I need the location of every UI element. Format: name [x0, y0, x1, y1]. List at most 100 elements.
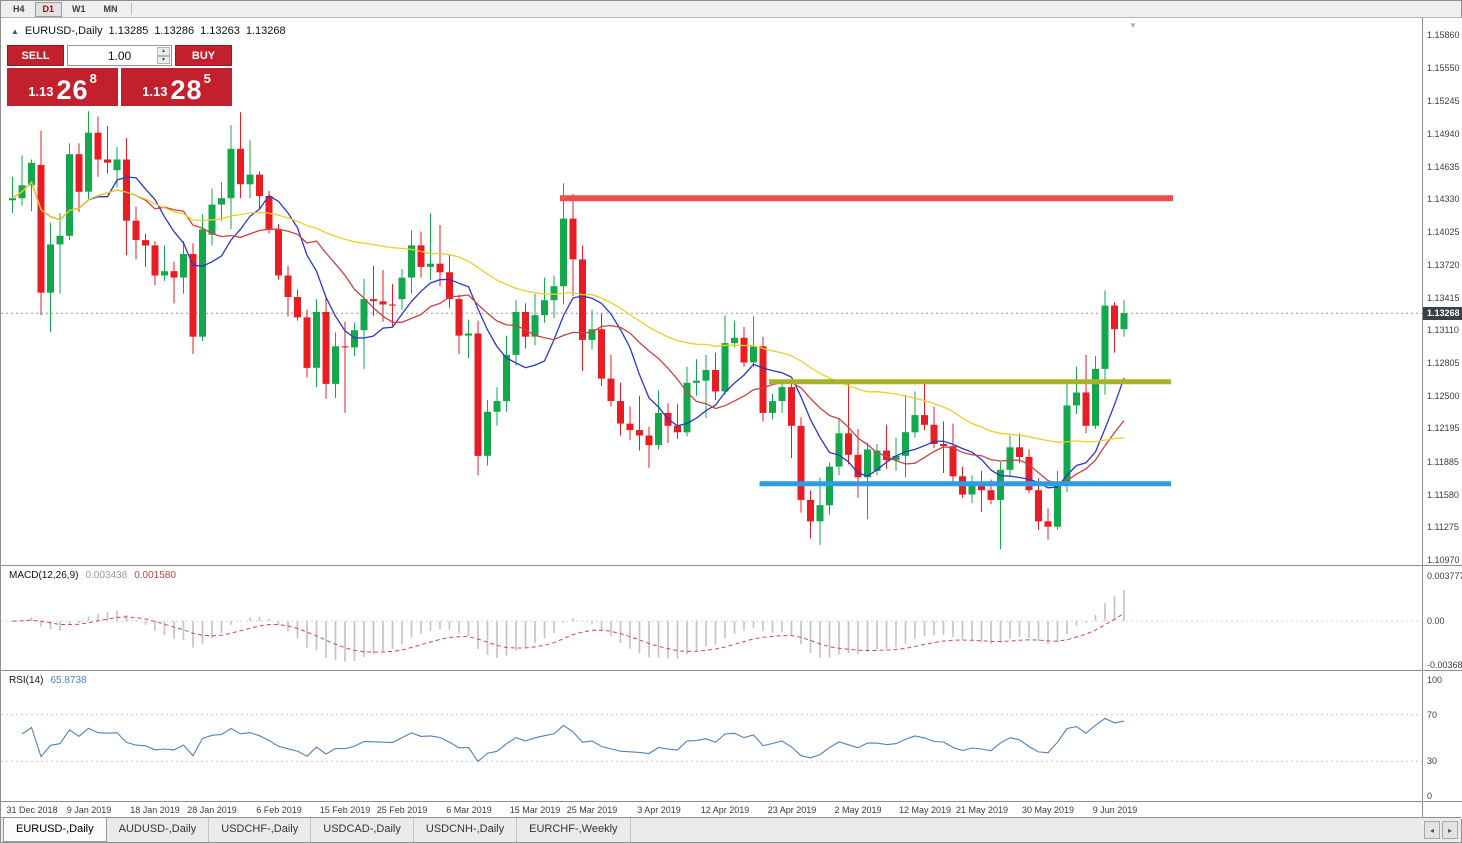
- volume-input[interactable]: 1.00 ▴ ▾: [67, 45, 172, 66]
- sell-price-pips: 26: [56, 75, 89, 105]
- chart-tab-usdcnh-daily[interactable]: USDCNH-,Daily: [414, 818, 518, 842]
- time-axis-label: 31 Dec 2018: [6, 805, 58, 815]
- timeframe-button-h4[interactable]: H4: [5, 2, 33, 17]
- ohlc-close: 1.13268: [245, 25, 286, 37]
- rsi-scale-label: 70: [1427, 710, 1438, 720]
- rsi-indicator-canvas[interactable]: [1, 671, 1422, 801]
- price-scale-label: 1.10970: [1427, 555, 1460, 565]
- toolbar-separator: [130, 3, 132, 15]
- price-scale-label: 1.15245: [1427, 96, 1460, 106]
- price-scale[interactable]: 1.15860 1.15550 1.15245 1.14940 1.14635 1.143…: [1422, 18, 1462, 819]
- time-axis-label: 18 Jan 2019: [130, 805, 180, 815]
- scroll-right-icon: ▸: [1447, 825, 1452, 835]
- macd-main-value: 0.003438: [85, 570, 128, 581]
- time-axis-label: 15 Feb 2019: [319, 805, 371, 815]
- time-axis-label: 28 Jan 2019: [187, 805, 237, 815]
- buy-price-pips: 28: [170, 75, 203, 105]
- rsi-scale-label: 30: [1427, 756, 1438, 766]
- price-scale-label: 1.15860: [1427, 30, 1460, 40]
- panel-splitter[interactable]: [1, 801, 1462, 802]
- chart-tab-usdcad-daily[interactable]: USDCAD-,Daily: [311, 818, 414, 842]
- price-scale-label: 1.12805: [1427, 358, 1460, 368]
- chart-title: EURUSD-,Daily: [24, 25, 103, 37]
- price-scale-label: 1.11885: [1427, 457, 1459, 467]
- rsi-line: [21, 717, 1125, 763]
- buy-price-big-figure: 1.13: [142, 84, 168, 99]
- macd-signal-line: [12, 612, 1125, 653]
- price-scale-label: 1.13110: [1427, 325, 1459, 335]
- chart-tab-audusd-daily[interactable]: AUDUSD-,Daily: [107, 818, 210, 842]
- panel-splitter[interactable]: [1, 565, 1462, 566]
- panel-splitter[interactable]: [1, 670, 1462, 671]
- price-chart-canvas[interactable]: [1, 18, 1422, 565]
- time-axis-label: 9 Jan 2019: [66, 805, 112, 815]
- price-scale-label: 1.13720: [1427, 260, 1460, 270]
- time-axis-label: 12 Apr 2019: [700, 805, 750, 815]
- chart-tab-bar: EURUSD-,Daily AUDUSD-,Daily USDCHF-,Daily U…: [1, 817, 1461, 842]
- sell-price-point: 8: [89, 71, 97, 86]
- price-scale-label: 1.14635: [1427, 162, 1460, 172]
- timeframe-button-mn[interactable]: MN: [96, 2, 126, 17]
- chart-tab-usdchf-daily[interactable]: USDCHF-,Daily: [209, 818, 312, 842]
- ohlc-open: 1.13285: [108, 25, 149, 37]
- time-axis-label: 25 Feb 2019: [376, 805, 428, 815]
- volume-down-button[interactable]: ▾: [157, 55, 170, 64]
- one-click-trading-panel: SELL 1.00 ▴ ▾ BUY 1.13 26 8 1.13: [7, 45, 232, 106]
- rsi-scale-label: 0: [1427, 791, 1433, 801]
- volume-value: 1.00: [107, 48, 132, 63]
- price-scale-label: 1.15550: [1427, 63, 1460, 73]
- chart-expand-icon[interactable]: ▲: [11, 26, 19, 36]
- time-axis-label: 6 Feb 2019: [256, 805, 302, 815]
- macd-scale-label: -0.003682: [1427, 660, 1462, 670]
- sell-price-display[interactable]: 1.13 26 8: [7, 68, 118, 106]
- chart-tabs: EURUSD-,Daily AUDUSD-,Daily USDCHF-,Daily U…: [3, 818, 631, 842]
- buy-price-point: 5: [203, 71, 211, 86]
- time-axis-label: 12 May 2019: [898, 805, 952, 815]
- moving-average-line: [12, 180, 1125, 485]
- macd-scale-label: 0.00: [1427, 616, 1445, 626]
- time-axis-label: 2 May 2019: [834, 805, 882, 815]
- buy-price-display[interactable]: 1.13 28 5: [121, 68, 232, 106]
- rsi-label: RSI(14) 65.8738: [9, 675, 87, 686]
- timeframe-button-d1[interactable]: D1: [34, 1, 63, 17]
- chart-ohlc-header: ▲ EURUSD-,Daily 1.13285 1.13286 1.13263 …: [11, 25, 286, 37]
- timeframe-button-w1[interactable]: W1: [64, 2, 94, 17]
- rsi-scale-label: 100: [1427, 675, 1443, 685]
- price-scale-label: 1.11275: [1427, 522, 1459, 532]
- price-scale-label: 1.14940: [1427, 129, 1460, 139]
- scroll-left-icon: ◂: [1429, 825, 1434, 835]
- macd-label: MACD(12,26,9) 0.003438 0.001580: [9, 570, 176, 581]
- rsi-value: 65.8738: [50, 675, 87, 686]
- tabs-scroll-left-button[interactable]: ◂: [1424, 821, 1440, 839]
- macd-name: MACD(12,26,9): [9, 570, 79, 581]
- chart-window: ▲ EURUSD-,Daily 1.13285 1.13286 1.13 26 3 …: [1, 18, 1462, 819]
- volume-up-button[interactable]: ▴: [157, 47, 170, 56]
- macd-indicator-canvas[interactable]: [1, 566, 1422, 670]
- time-axis-label: 15 Mar 2019: [509, 805, 561, 815]
- price-scale-label: 1.11580: [1427, 490, 1459, 500]
- chart-shift-marker-icon[interactable]: ▼: [1129, 21, 1137, 30]
- price-scale-label: 1.14025: [1427, 227, 1460, 237]
- chart-tab-eurchf-weekly[interactable]: EURCHF-,Weekly: [517, 818, 631, 842]
- ohlc-high: 1.13286: [154, 25, 195, 37]
- rsi-name: RSI(14): [9, 675, 44, 686]
- macd-scale-label: 0.003777: [1427, 571, 1462, 581]
- time-axis-label: 6 Mar 2019: [446, 805, 492, 815]
- moving-average-line: [12, 176, 1125, 489]
- time-axis[interactable]: 31 Dec 2018 9 Jan 2019 18 Jan 2019 28 Jan 2…: [1, 802, 1422, 819]
- moving-average-line: [12, 180, 1125, 443]
- time-axis-label: 9 Jun 2019: [1092, 805, 1138, 815]
- tabs-scroll-right-button[interactable]: ▸: [1442, 821, 1458, 839]
- price-scale-label: 1.12500: [1427, 391, 1460, 401]
- volume-spinner: ▴ ▾: [157, 47, 170, 64]
- time-axis-label: 3 Apr 2019: [637, 805, 681, 815]
- time-axis-label: 25 Mar 2019: [566, 805, 618, 815]
- ohlc-low: 1.13263: [200, 25, 240, 37]
- time-axis-label: 23 Apr 2019: [767, 805, 817, 815]
- current-price-badge: 1.13268: [1423, 307, 1462, 320]
- buy-button[interactable]: BUY: [175, 45, 232, 66]
- sell-button[interactable]: SELL: [7, 45, 64, 66]
- timeframe-toolbar-buttons: H4 D1 W1 MN: [5, 1, 126, 17]
- time-axis-label: 30 May 2019: [1021, 805, 1075, 815]
- chart-tab-eurusd-daily[interactable]: EURUSD-,Daily: [3, 818, 107, 842]
